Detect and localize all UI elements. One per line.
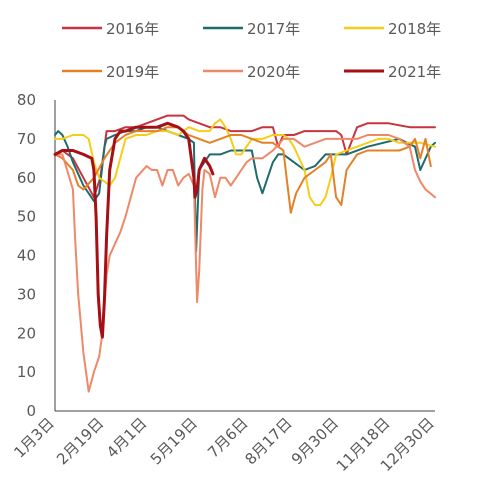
legend-item: 2021年 xyxy=(344,63,441,81)
y-tick-label: 10 xyxy=(17,363,36,381)
legend-item: 2019年 xyxy=(62,63,159,81)
y-tick-label: 80 xyxy=(17,91,36,109)
series-line-2017年 xyxy=(54,126,436,253)
y-tick-label: 50 xyxy=(17,208,36,226)
y-axis: 0 10 20 30 40 50 60 70 80 xyxy=(17,91,56,420)
legend-label: 2018年 xyxy=(388,20,441,38)
legend-item: 2016年 xyxy=(62,20,159,38)
legend-label: 2017年 xyxy=(247,20,300,38)
y-tick-label: 40 xyxy=(17,247,36,265)
legend-label: 2021年 xyxy=(388,63,441,81)
legend-item: 2020年 xyxy=(203,63,300,81)
x-tick-label: 4月1日 xyxy=(103,414,150,461)
y-tick-label: 70 xyxy=(17,130,36,148)
x-tick-label: 8月17日 xyxy=(242,414,296,468)
legend-label: 2016年 xyxy=(106,20,159,38)
x-tick-label: 2月19日 xyxy=(53,414,107,468)
legend-item: 2017年 xyxy=(203,20,300,38)
x-tick-label: 5月19日 xyxy=(147,414,201,468)
y-tick-label: 20 xyxy=(17,324,36,342)
y-tick-label: 30 xyxy=(17,285,36,303)
series-line-2021年 xyxy=(53,121,215,339)
x-tick-label: 1月3日 xyxy=(10,414,57,461)
y-tick-label: 0 xyxy=(26,402,36,420)
legend-label: 2019年 xyxy=(106,63,159,81)
legend: 2016年 2017年 2018年 2019年 2020年 2021年 xyxy=(62,20,441,81)
legend-item: 2018年 xyxy=(344,20,441,38)
plot-area xyxy=(53,114,436,393)
legend-label: 2020年 xyxy=(247,63,300,81)
series-line-2019年 xyxy=(54,126,432,214)
series-line-2020年 xyxy=(54,134,436,393)
y-tick-label: 60 xyxy=(17,169,36,187)
